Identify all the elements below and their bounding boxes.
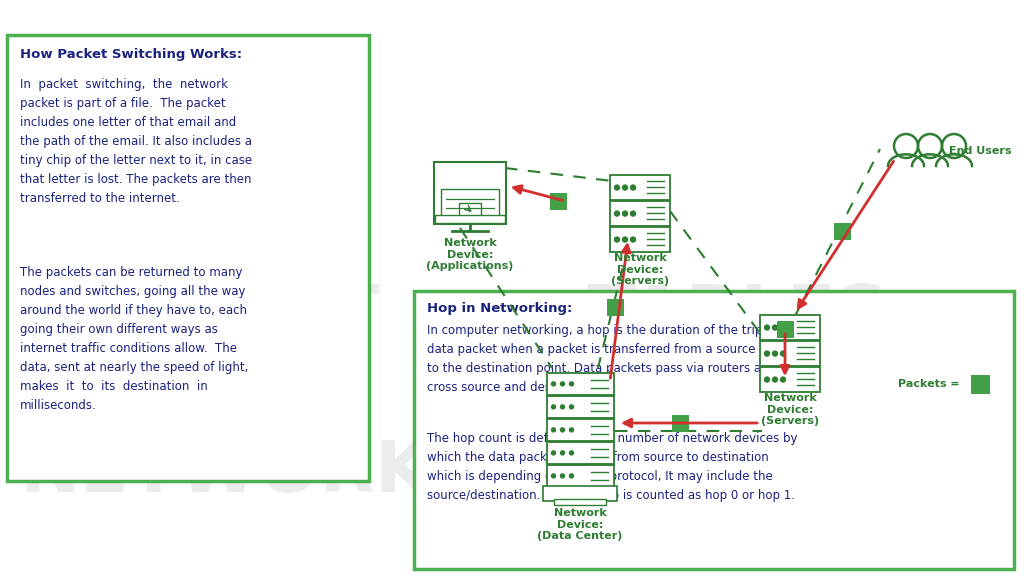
Text: Hop in Networking:: Hop in Networking: xyxy=(427,302,572,315)
FancyBboxPatch shape xyxy=(547,419,613,441)
Circle shape xyxy=(631,211,636,216)
Circle shape xyxy=(772,325,777,330)
FancyBboxPatch shape xyxy=(554,498,606,505)
Text: TABLES: TABLES xyxy=(586,282,889,351)
FancyBboxPatch shape xyxy=(760,367,820,392)
FancyBboxPatch shape xyxy=(459,203,481,219)
FancyBboxPatch shape xyxy=(550,192,566,210)
Text: How Packet Switching Works:: How Packet Switching Works: xyxy=(20,48,242,61)
Circle shape xyxy=(552,451,555,455)
Circle shape xyxy=(569,428,573,432)
FancyBboxPatch shape xyxy=(971,374,989,393)
FancyBboxPatch shape xyxy=(610,201,670,226)
Text: NETWORK: NETWORK xyxy=(19,438,431,507)
Circle shape xyxy=(765,325,769,330)
Text: The hop count is defined as the number of network devices by
which the data pack: The hop count is defined as the number o… xyxy=(427,432,798,502)
FancyBboxPatch shape xyxy=(543,486,617,501)
FancyBboxPatch shape xyxy=(434,162,506,224)
Circle shape xyxy=(623,237,628,242)
Circle shape xyxy=(569,474,573,478)
Circle shape xyxy=(780,377,785,382)
Circle shape xyxy=(560,382,564,386)
FancyBboxPatch shape xyxy=(672,415,688,431)
FancyBboxPatch shape xyxy=(441,188,499,217)
Circle shape xyxy=(614,211,620,216)
Circle shape xyxy=(552,474,555,478)
FancyBboxPatch shape xyxy=(7,35,369,481)
Circle shape xyxy=(552,382,555,386)
Circle shape xyxy=(772,377,777,382)
Circle shape xyxy=(614,237,620,242)
Circle shape xyxy=(623,211,628,216)
Circle shape xyxy=(780,351,785,356)
Text: The packets can be returned to many
nodes and switches, going all the way
around: The packets can be returned to many node… xyxy=(20,266,249,412)
Text: Network
Device:
(Data Center): Network Device: (Data Center) xyxy=(538,508,623,541)
FancyBboxPatch shape xyxy=(414,291,1014,569)
FancyBboxPatch shape xyxy=(610,175,670,200)
Circle shape xyxy=(552,428,555,432)
Text: Network
Device:
(Servers): Network Device: (Servers) xyxy=(611,253,669,286)
Circle shape xyxy=(780,325,785,330)
Text: End Users: End Users xyxy=(949,146,1012,156)
FancyBboxPatch shape xyxy=(606,298,624,316)
Text: Packets =: Packets = xyxy=(898,379,961,389)
Circle shape xyxy=(765,351,769,356)
Text: In  packet  switching,  the  network
packet is part of a file.  The packet
inclu: In packet switching, the network packet … xyxy=(20,78,252,205)
Text: PACKET: PACKET xyxy=(71,282,380,351)
FancyBboxPatch shape xyxy=(760,315,820,340)
FancyBboxPatch shape xyxy=(547,396,613,418)
Text: ROUTING: ROUTING xyxy=(552,438,923,507)
Circle shape xyxy=(560,451,564,455)
FancyBboxPatch shape xyxy=(547,373,613,395)
Circle shape xyxy=(560,474,564,478)
FancyBboxPatch shape xyxy=(760,341,820,366)
FancyBboxPatch shape xyxy=(834,222,851,240)
Text: In computer networking, a hop is the duration of the trip of a
data packet when : In computer networking, a hop is the dur… xyxy=(427,324,798,394)
Circle shape xyxy=(569,405,573,409)
Circle shape xyxy=(569,451,573,455)
Circle shape xyxy=(623,185,628,190)
Circle shape xyxy=(560,428,564,432)
Circle shape xyxy=(569,382,573,386)
Circle shape xyxy=(631,237,636,242)
Text: Network
Device:
(Servers): Network Device: (Servers) xyxy=(761,393,819,426)
FancyBboxPatch shape xyxy=(435,215,505,223)
Text: Network
Device:
(Applications): Network Device: (Applications) xyxy=(426,238,514,271)
FancyBboxPatch shape xyxy=(776,320,794,338)
Circle shape xyxy=(772,351,777,356)
Circle shape xyxy=(614,185,620,190)
FancyBboxPatch shape xyxy=(547,465,613,487)
Circle shape xyxy=(765,377,769,382)
FancyBboxPatch shape xyxy=(610,227,670,252)
Circle shape xyxy=(552,405,555,409)
FancyBboxPatch shape xyxy=(547,442,613,464)
Circle shape xyxy=(631,185,636,190)
Circle shape xyxy=(560,405,564,409)
